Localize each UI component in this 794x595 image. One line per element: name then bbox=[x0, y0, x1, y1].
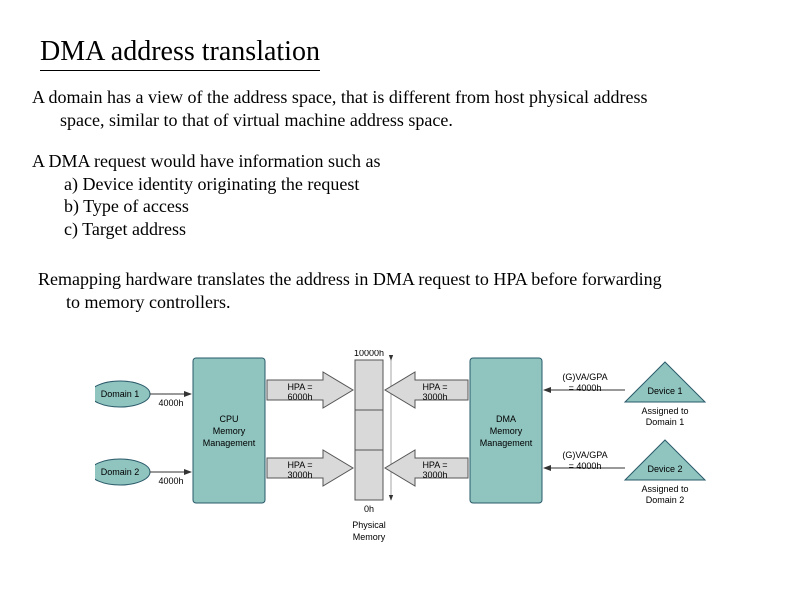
paragraph-1: A domain has a view of the address space… bbox=[32, 86, 752, 131]
p2-item-c: c) Target address bbox=[32, 218, 752, 241]
p3-line1: Remapping hardware translates the addres… bbox=[38, 269, 662, 289]
hpa4a: HPA = bbox=[422, 460, 447, 470]
assigned1-l2: Domain 1 bbox=[646, 417, 685, 427]
paragraph-3: Remapping hardware translates the addres… bbox=[38, 268, 758, 313]
p2-item-b: b) Type of access bbox=[32, 195, 752, 218]
p1-line1: A domain has a view of the address space… bbox=[32, 87, 648, 107]
hpa4b: 3000h bbox=[422, 470, 447, 480]
mem-bot-label: 0h bbox=[364, 504, 374, 514]
assigned2-l2: Domain 2 bbox=[646, 495, 685, 505]
paragraph-2: A DMA request would have information suc… bbox=[32, 150, 752, 240]
addr-d1: 4000h bbox=[158, 398, 183, 408]
gva2b: = 4000h bbox=[569, 461, 602, 471]
physical-memory bbox=[355, 360, 383, 500]
hpa3b: 3000h bbox=[422, 392, 447, 402]
mem-label-2: Memory bbox=[353, 532, 386, 542]
cpu-mm-l1: CPU bbox=[219, 414, 238, 424]
cpu-mm-l2: Memory bbox=[213, 426, 246, 436]
gva1a: (G)VA/GPA bbox=[562, 372, 607, 382]
gva2a: (G)VA/GPA bbox=[562, 450, 607, 460]
addr-d2: 4000h bbox=[158, 476, 183, 486]
cpu-mm-l3: Management bbox=[203, 438, 256, 448]
device2-label: Device 2 bbox=[647, 464, 682, 474]
hpa1b: 6000h bbox=[287, 392, 312, 402]
gva1b: = 4000h bbox=[569, 383, 602, 393]
hpa1a: HPA = bbox=[287, 382, 312, 392]
mem-top-label: 10000h bbox=[354, 350, 384, 358]
domain1-label: Domain 1 bbox=[101, 389, 140, 399]
dma-mm-l3: Management bbox=[480, 438, 533, 448]
mem-label-1: Physical bbox=[352, 520, 386, 530]
p3-line2: to memory controllers. bbox=[38, 291, 758, 314]
device1-node bbox=[625, 362, 705, 402]
dma-translation-diagram: Domain 1 Domain 2 CPU Memory Management … bbox=[95, 350, 735, 550]
p2-item-a: a) Device identity originating the reque… bbox=[32, 173, 752, 196]
p1-line2: space, similar to that of virtual machin… bbox=[32, 109, 752, 132]
device1-label: Device 1 bbox=[647, 386, 682, 396]
hpa2b: 3000h bbox=[287, 470, 312, 480]
dma-mm-l1: DMA bbox=[496, 414, 516, 424]
dma-mm-l2: Memory bbox=[490, 426, 523, 436]
hpa2a: HPA = bbox=[287, 460, 312, 470]
page-title: DMA address translation bbox=[40, 36, 320, 71]
assigned2-l1: Assigned to bbox=[641, 484, 688, 494]
device2-node bbox=[625, 440, 705, 480]
assigned1-l1: Assigned to bbox=[641, 406, 688, 416]
p2-lead: A DMA request would have information suc… bbox=[32, 150, 752, 173]
hpa3a: HPA = bbox=[422, 382, 447, 392]
domain2-label: Domain 2 bbox=[101, 467, 140, 477]
